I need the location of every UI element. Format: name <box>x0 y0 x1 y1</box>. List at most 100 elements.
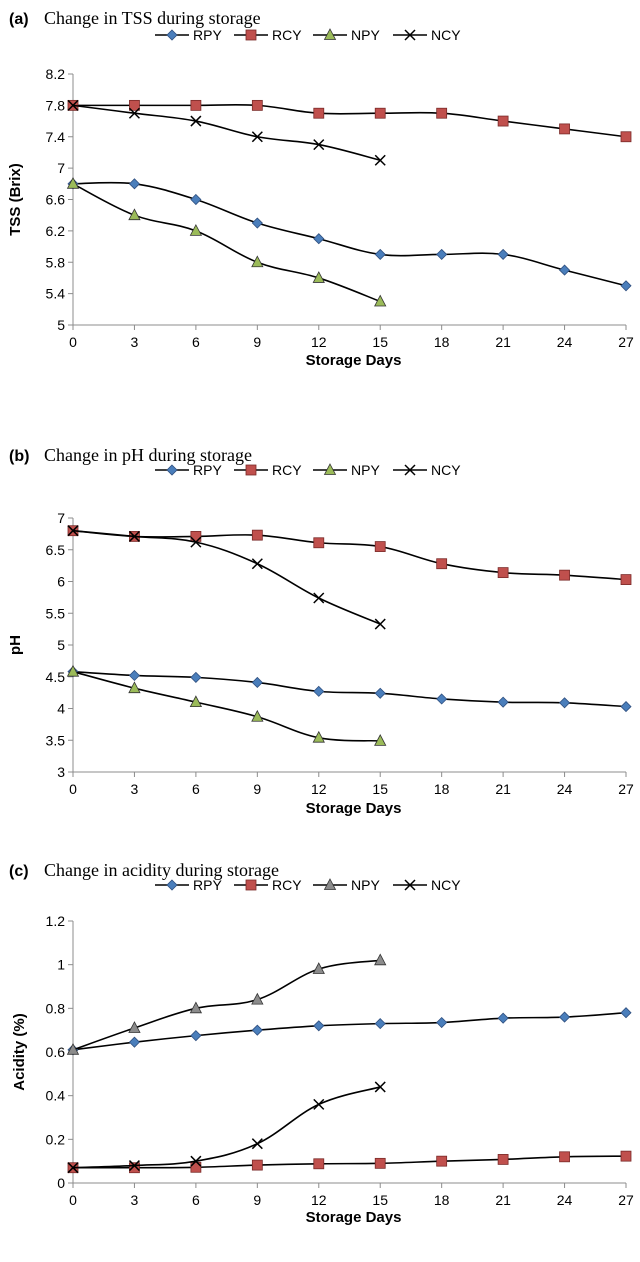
data-point <box>251 676 263 689</box>
legend-item-ncy: NCY <box>393 462 461 478</box>
data-point <box>313 1158 325 1170</box>
data-point <box>251 99 263 111</box>
data-point <box>374 154 386 166</box>
y-tick-label: 0.4 <box>46 1088 66 1104</box>
data-point <box>128 1021 141 1033</box>
data-point <box>251 217 263 229</box>
y-tick-label: 5.4 <box>46 286 66 302</box>
series-rcy <box>67 99 632 143</box>
legend-item-npy: NPY <box>313 27 380 43</box>
x-tick-label: 21 <box>495 781 511 797</box>
data-point <box>620 131 632 143</box>
x-tick-label: 3 <box>131 1192 139 1208</box>
y-tick-label: 6.2 <box>46 223 66 239</box>
chart-title: Change in TSS during storage <box>44 8 261 28</box>
x-tick-label: 12 <box>311 334 327 350</box>
data-point <box>313 685 325 697</box>
data-point <box>558 697 571 709</box>
data-point <box>251 1138 263 1150</box>
data-point <box>251 709 264 722</box>
data-point <box>67 99 79 111</box>
x-tick-label: 6 <box>192 334 200 350</box>
data-point <box>128 107 140 119</box>
x-tick-label: 21 <box>495 334 511 350</box>
data-point <box>620 1007 632 1019</box>
y-tick-label: 0.8 <box>46 1000 66 1016</box>
series-ncy <box>67 99 386 166</box>
data-point <box>313 139 325 151</box>
x-tick-label: 3 <box>131 334 139 350</box>
data-point <box>251 1024 263 1036</box>
legend-label: NCY <box>431 462 461 478</box>
x-tick-label: 18 <box>434 781 450 797</box>
x-tick-label: 12 <box>311 781 327 797</box>
data-point <box>558 1011 571 1023</box>
x-tick-label: 6 <box>192 781 200 797</box>
legend-marker <box>245 29 257 41</box>
x-tick-label: 15 <box>372 334 388 350</box>
data-point <box>620 701 632 713</box>
data-point <box>190 536 202 548</box>
data-point <box>251 255 264 268</box>
legend-item-rcy: RCY <box>234 877 302 893</box>
data-point <box>313 233 325 245</box>
x-tick-label: 9 <box>253 781 261 797</box>
legend-item-npy: NPY <box>313 877 380 893</box>
legend-label: NPY <box>351 462 380 478</box>
x-tick-label: 0 <box>69 781 77 797</box>
data-point <box>497 248 509 260</box>
x-axis-label: Storage Days <box>306 800 402 817</box>
x-tick-label: 15 <box>372 781 388 797</box>
data-point <box>559 569 570 581</box>
data-point <box>497 1012 509 1024</box>
data-point <box>251 1159 263 1171</box>
series-npy <box>66 664 387 746</box>
x-axis-label: Storage Days <box>306 352 402 369</box>
legend-label: RPY <box>193 462 222 478</box>
data-point <box>190 193 202 206</box>
data-point <box>251 131 263 143</box>
data-point <box>559 1151 570 1163</box>
data-point <box>189 1001 203 1014</box>
y-tick-label: 0.2 <box>46 1131 66 1147</box>
series-line <box>72 959 381 1051</box>
series-line <box>72 529 627 581</box>
series-rpy <box>67 1007 632 1056</box>
data-point <box>251 992 264 1005</box>
legend-label: RCY <box>272 462 302 478</box>
chart-title: Change in pH during storage <box>44 445 252 465</box>
data-point <box>313 107 325 119</box>
y-tick-label: 7 <box>57 510 65 526</box>
y-tick-label: 0 <box>57 1175 65 1191</box>
data-point <box>312 962 325 974</box>
x-tick-label: 21 <box>495 1192 511 1208</box>
series-npy <box>66 176 387 307</box>
legend-item-rpy: RPY <box>155 462 222 478</box>
x-tick-label: 18 <box>434 334 450 350</box>
x-tick-label: 24 <box>557 334 573 350</box>
data-point <box>129 1162 140 1174</box>
x-tick-label: 24 <box>557 1192 573 1208</box>
legend-item-ncy: NCY <box>393 877 461 893</box>
data-point <box>436 107 448 119</box>
legend-marker <box>166 29 178 41</box>
panel-label: (b) <box>9 448 29 465</box>
legend-label: RPY <box>193 877 222 893</box>
x-tick-label: 12 <box>311 1192 327 1208</box>
series-line <box>72 181 627 287</box>
legend-item-rcy: RCY <box>234 27 302 43</box>
data-point <box>374 294 387 307</box>
data-point <box>374 734 387 746</box>
series-npy <box>66 953 387 1055</box>
data-point <box>67 525 79 537</box>
data-point <box>190 1161 202 1173</box>
x-tick-label: 6 <box>192 1192 200 1208</box>
data-point <box>129 99 140 111</box>
panel-label: (a) <box>9 11 29 28</box>
series-rcy <box>67 1150 632 1174</box>
data-point <box>436 1155 448 1167</box>
series-line <box>72 670 381 742</box>
y-axis-label: pH <box>7 635 24 655</box>
